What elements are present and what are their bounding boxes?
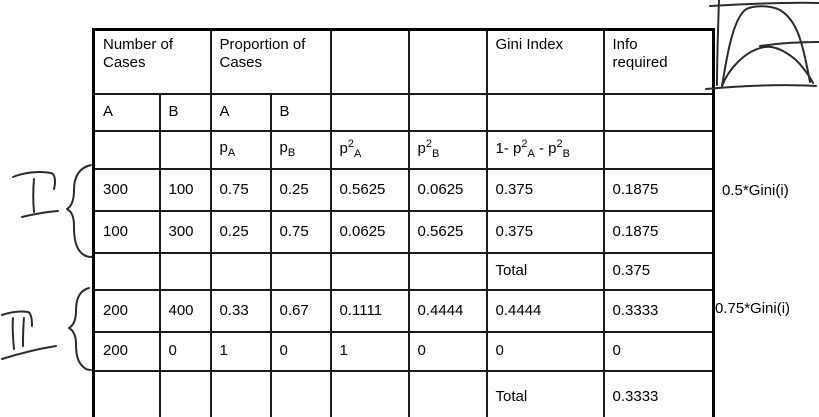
table-cell <box>92 130 161 170</box>
table-cell: 0.1111 <box>329 289 410 333</box>
table-cell <box>209 252 272 291</box>
table-cell <box>329 370 410 417</box>
table-cell <box>269 252 332 291</box>
table-cell: 0.0625 <box>407 168 488 212</box>
table-cell: 0.375 <box>485 210 605 254</box>
table-header-row: Number of Cases Proportion of Cases Gini I… <box>92 28 715 95</box>
table-cell: 0.75 <box>209 168 272 212</box>
table-cell <box>158 130 212 170</box>
table-row: 200 400 0.33 0.67 0.1111 0.4444 0.4444 0… <box>92 289 715 333</box>
header-gini-index: Gini Index <box>485 28 605 95</box>
table-cell: p2B <box>407 130 488 170</box>
weight-label-group-ii: 0.75*Gini(i) <box>715 300 791 317</box>
total-label-cell: Total <box>485 252 605 291</box>
table-cell: 1 <box>329 331 410 372</box>
table-formula-row: pA pB p2A p2B 1- p2A - p2B <box>92 130 715 170</box>
table-cell: 0.75 <box>269 210 332 254</box>
sketch-mid-line <box>759 41 819 47</box>
table-cell: 1 <box>209 331 272 372</box>
table-cell: A <box>92 93 161 132</box>
table-cell: 200 <box>92 331 161 372</box>
total-value-cell: 0.375 <box>602 252 715 291</box>
table-cell <box>407 252 488 291</box>
table-cell: 0.1875 <box>602 168 715 212</box>
table-cell: 0 <box>407 331 488 372</box>
gini-formula-cell: 1- p2A - p2B <box>485 130 605 170</box>
table-total-row: Total 0.3333 <box>92 370 715 417</box>
table-cell <box>407 93 488 132</box>
table-cell: pA <box>209 130 272 170</box>
table-total-row: Total 0.375 <box>92 252 715 291</box>
table-cell: 400 <box>158 289 212 333</box>
table-cell <box>158 370 212 417</box>
sketch-y-axis <box>716 0 720 86</box>
table-cell <box>329 93 410 132</box>
table-cell <box>485 93 605 132</box>
table-row: 300 100 0.75 0.25 0.5625 0.0625 0.375 0.… <box>92 168 715 212</box>
table-cell: 200 <box>92 289 161 333</box>
table-cell: B <box>269 93 332 132</box>
table-cell <box>158 252 212 291</box>
table-cell: 0.67 <box>269 289 332 333</box>
table-cell: 0.25 <box>209 210 272 254</box>
table-cell: 0 <box>158 331 212 372</box>
brace-group-i <box>66 164 93 258</box>
table-cell: 0.1875 <box>602 210 715 254</box>
table-cell: 0.375 <box>485 168 605 212</box>
table-cell <box>329 252 410 291</box>
table-cell <box>92 370 161 417</box>
table-cell: A <box>209 93 272 132</box>
sketch-top-line <box>709 1 819 7</box>
table-cell: 0 <box>602 331 715 372</box>
table-cell: pB <box>269 130 332 170</box>
table-row: 200 0 1 0 1 0 0 0 <box>92 331 715 372</box>
header-number-of-cases: Number of Cases <box>92 28 212 95</box>
total-value-cell: 0.3333 <box>602 370 715 417</box>
table-cell: B <box>158 93 212 132</box>
table-cell: 300 <box>158 210 212 254</box>
table-cell <box>602 130 715 170</box>
table-cell: 0.4444 <box>485 289 605 333</box>
table-cell: 0.4444 <box>407 289 488 333</box>
table-cell: 300 <box>92 168 161 212</box>
table-cell: 0.5625 <box>407 210 488 254</box>
table-cell: 0.3333 <box>602 289 715 333</box>
sketch-gini-curve <box>721 45 814 87</box>
roman-numeral-i-annotation <box>12 171 59 218</box>
table-cell: 0.33 <box>209 289 272 333</box>
table-cell <box>92 252 161 291</box>
table-cell <box>269 370 332 417</box>
roman-numeral-ii-annotation <box>1 310 57 360</box>
table-cell: p2A <box>329 130 410 170</box>
brace-group-ii <box>68 287 92 371</box>
impurity-curves-sketch <box>705 0 819 90</box>
table-cell: 100 <box>92 210 161 254</box>
table-row: 100 300 0.25 0.75 0.0625 0.5625 0.375 0.… <box>92 210 715 254</box>
sketch-baseline <box>705 84 817 90</box>
table-cell: 0 <box>269 331 332 372</box>
header-proportion-of-cases: Proportion of Cases <box>209 28 332 95</box>
table-cell <box>209 370 272 417</box>
table-cell: 0.25 <box>269 168 332 212</box>
table-cell: 0 <box>485 331 605 372</box>
sketch-entropy-curve <box>721 5 811 87</box>
table-cell: 0.5625 <box>329 168 410 212</box>
header-info-required: Info required <box>602 28 715 95</box>
gini-index-table: Number of Cases Proportion of Cases Gini I… <box>92 28 716 417</box>
header-empty <box>329 28 410 95</box>
table-subheader-row-ab: A B A B <box>92 93 715 132</box>
table-cell <box>407 370 488 417</box>
table-cell: 100 <box>158 168 212 212</box>
table-cell: 0.0625 <box>329 210 410 254</box>
total-label-cell: Total <box>485 370 605 417</box>
header-empty <box>407 28 488 95</box>
table-cell <box>602 93 715 132</box>
weight-label-group-i: 0.5*Gini(i) <box>722 182 789 199</box>
